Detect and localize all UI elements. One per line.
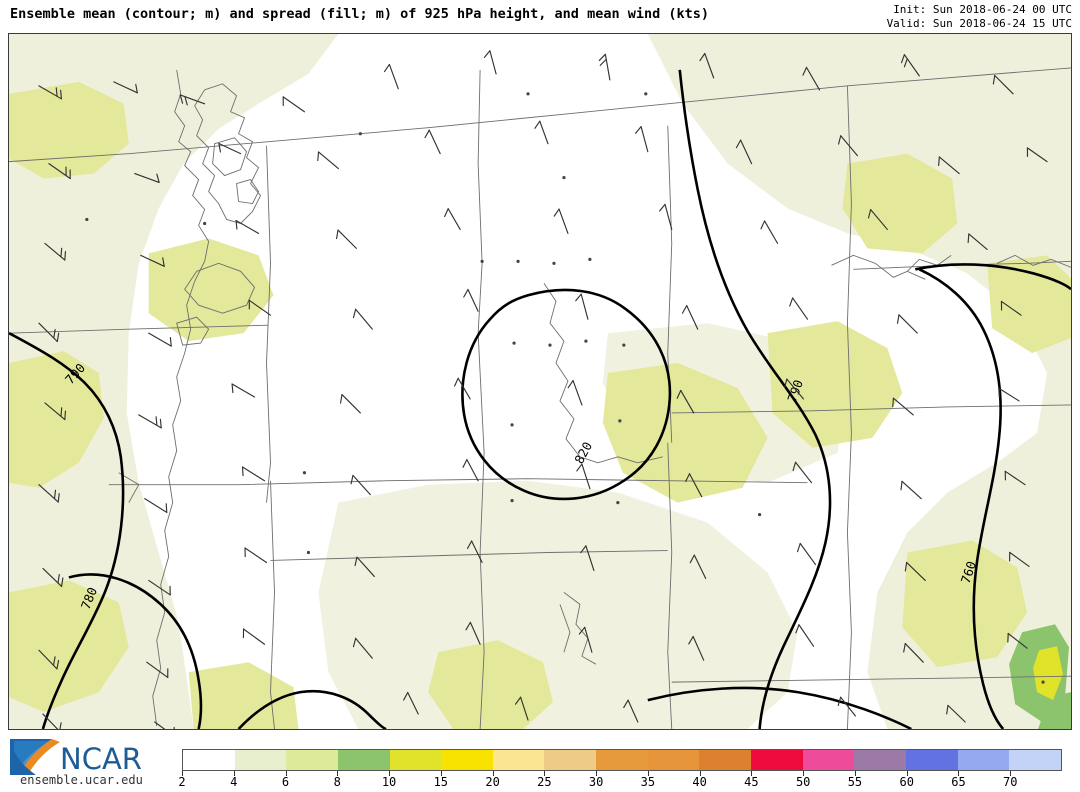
- colorbar-band: [441, 750, 493, 770]
- colorbar-tick-label: 45: [744, 775, 759, 789]
- colorbar-band: [544, 750, 597, 770]
- colorbar-tick-label: 15: [433, 775, 449, 789]
- colorbar-tick: [699, 771, 701, 776]
- colorbar-band: [751, 750, 803, 770]
- wind-barbs: [38, 50, 1048, 729]
- spread-fill-10-15: [1033, 646, 1064, 701]
- colorbar-tick-label: 6: [281, 775, 290, 789]
- colorbar-tick-label: 50: [795, 775, 811, 789]
- colorbar-tick: [544, 771, 546, 776]
- forecast-timestamps: Init: Sun 2018-06-24 00 UTC Valid: Sun 2…: [887, 3, 1072, 30]
- colorbar-band: [286, 750, 338, 770]
- colorbar-tick-label: 60: [899, 775, 914, 789]
- colorbar-band: [905, 750, 958, 770]
- weather-map: 790 820 790 760 780 790: [9, 34, 1071, 729]
- colorbar-band: [234, 750, 287, 770]
- spread-fill-4-6: [9, 81, 1071, 729]
- colorbar-tick-label: 35: [640, 775, 656, 789]
- colorbar-band: [699, 750, 752, 770]
- colorbar-ticks: 2 4 6 8 10 15 20 25 30 35 40 45 50 55 60 65 70: [178, 771, 1062, 791]
- colorbar-band: [647, 750, 700, 770]
- svg-text:ensemble.ucar.edu: ensemble.ucar.edu: [20, 773, 143, 787]
- contour-label: 760: [958, 559, 979, 585]
- colorbar-tick-label: 2: [178, 775, 186, 789]
- colorbar-tick: [906, 771, 908, 776]
- colorbar-band: [337, 750, 390, 770]
- contour-label: 790: [784, 378, 806, 404]
- valid-time: Valid: Sun 2018-06-24 15 UTC: [886, 16, 1072, 30]
- ncar-logo[interactable]: NCAR ensemble.ucar.edu: [6, 735, 171, 787]
- height-contours: [9, 69, 1071, 729]
- init-time: Init: Sun 2018-06-24 00 UTC: [893, 3, 1072, 16]
- colorbar-tick: [182, 771, 183, 776]
- colorbar-tick-label: 70: [1003, 775, 1018, 789]
- colorbar-tick: [1010, 771, 1012, 776]
- station-dots: [85, 92, 1045, 684]
- colorbar-band: [389, 750, 442, 770]
- colorbar-tick-label: 8: [333, 775, 341, 789]
- ncar-logo-graphic: NCAR ensemble.ucar.edu: [10, 739, 143, 787]
- colorbar-tick: [958, 771, 960, 776]
- map-panel[interactable]: 790 820 790 760 780 790: [8, 33, 1072, 730]
- colorbar-band: [183, 750, 235, 770]
- colorbar-tick: [647, 771, 649, 776]
- colorbar-tick: [751, 771, 753, 776]
- colorbar-tick-label: 55: [847, 775, 863, 789]
- page-title: Ensemble mean (contour; m) and spread (f…: [10, 6, 709, 22]
- colorbar-tick-label: 40: [692, 775, 707, 789]
- colorbar-band: [596, 750, 648, 770]
- colorbar-tick-label: 30: [588, 775, 604, 789]
- colorbar[interactable]: [182, 749, 1062, 771]
- svg-text:NCAR: NCAR: [60, 742, 142, 776]
- colorbar-tick: [337, 771, 339, 776]
- colorbar-band: [802, 750, 855, 770]
- colorbar-tick: [492, 771, 494, 776]
- geography-lines: [9, 67, 1071, 729]
- colorbar-band: [957, 750, 1010, 770]
- colorbar-tick-label: 25: [537, 775, 552, 789]
- colorbar-tick-label: 20: [485, 775, 500, 789]
- colorbar-tick: [233, 771, 235, 776]
- colorbar-band: [854, 750, 906, 770]
- colorbar-tick-label: 10: [381, 775, 397, 789]
- colorbar-tick: [854, 771, 856, 776]
- colorbar-tick: [440, 771, 442, 776]
- colorbar-tick: [285, 771, 287, 776]
- colorbar-tick-label: 4: [230, 775, 238, 789]
- colorbar-tick: [389, 771, 391, 776]
- colorbar-band: [492, 750, 545, 770]
- colorbar-tick: [803, 771, 805, 776]
- colorbar-band: [1009, 750, 1061, 770]
- colorbar-tick: [596, 771, 598, 776]
- colorbar-tick-label: 65: [951, 775, 966, 789]
